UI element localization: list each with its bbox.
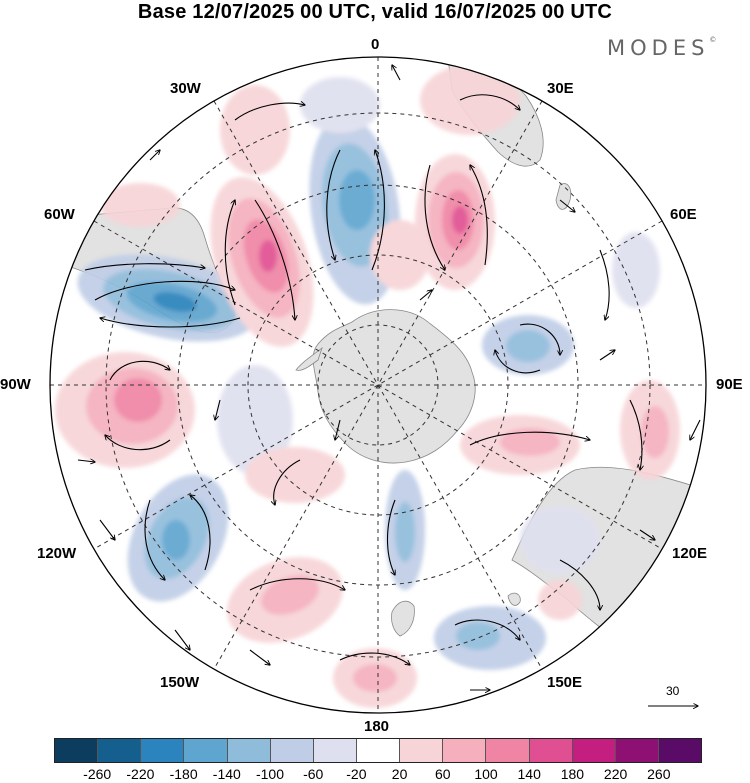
colorbar-swatch	[615, 739, 659, 762]
colorbar-tick-label: 140	[517, 766, 541, 782]
new-zealand-shape	[391, 600, 415, 637]
colorbar-tick-label: 220	[603, 766, 628, 782]
colorbar-tick-label: 100	[474, 766, 498, 782]
reference-vector-value: 30	[666, 684, 680, 698]
colorbar-swatch	[184, 739, 228, 762]
colorbar-swatch	[658, 739, 702, 762]
colorbar-tick-label: -100	[255, 766, 285, 782]
lon-label-60w: 60W	[44, 206, 75, 223]
colorbar-swatch	[443, 739, 487, 762]
lon-label-150w: 150W	[160, 674, 200, 691]
map-title: Base 12/07/2025 00 UTC, valid 16/07/2025…	[137, 1, 613, 23]
colorbar	[54, 738, 702, 763]
lon-label-120e: 120E	[672, 545, 708, 562]
lon-label-90e: 90E	[716, 376, 743, 393]
colorbar-tick-label: -20	[346, 766, 367, 782]
colorbar-swatch	[572, 739, 616, 762]
tasmania-shape	[507, 592, 521, 606]
colorbar-swatch	[529, 739, 573, 762]
lon-label-150e: 150E	[547, 674, 583, 691]
colorbar-tick-label: -220	[126, 766, 155, 782]
colorbar-tick-label: 60	[435, 766, 451, 782]
colorbar-tick-label: -60	[303, 766, 324, 782]
colorbar-swatch	[55, 739, 99, 762]
lon-label-30w: 30W	[170, 80, 201, 97]
colorbar-swatch	[400, 739, 444, 762]
colorbar-tick-label: 260	[647, 766, 671, 782]
colorbar-swatch	[98, 739, 142, 762]
colorbar-tick-label: 20	[391, 766, 408, 782]
colorbar-swatch	[141, 739, 185, 762]
lon-label-60e: 60E	[670, 206, 697, 223]
colorbar-swatch	[313, 739, 357, 762]
colorbar-swatch	[486, 739, 530, 762]
wind-vectors	[77, 65, 701, 690]
colorbar-swatch	[270, 739, 314, 762]
colorbar-swatch	[356, 739, 401, 762]
lon-label-90w: 90W	[0, 376, 31, 393]
colorbar-tick-label: -180	[169, 766, 198, 782]
colorbar-tick-label: 180	[560, 766, 585, 782]
anomaly-shading	[55, 65, 680, 708]
antarctic-peninsula-shape	[295, 346, 323, 371]
colorbar-swatch	[227, 739, 271, 762]
map-boundary	[49, 56, 707, 714]
colorbar-tick-label: -140	[212, 766, 241, 782]
colorbar-tick-label: -260	[83, 766, 112, 782]
lon-label-120w: 120W	[37, 545, 77, 562]
grid-lines	[50, 57, 706, 713]
lon-label-30e: 30E	[547, 80, 574, 97]
brand-logo: MODES©	[607, 36, 717, 60]
lon-label-0: 0	[371, 36, 380, 53]
lon-label-180: 180	[364, 718, 390, 735]
